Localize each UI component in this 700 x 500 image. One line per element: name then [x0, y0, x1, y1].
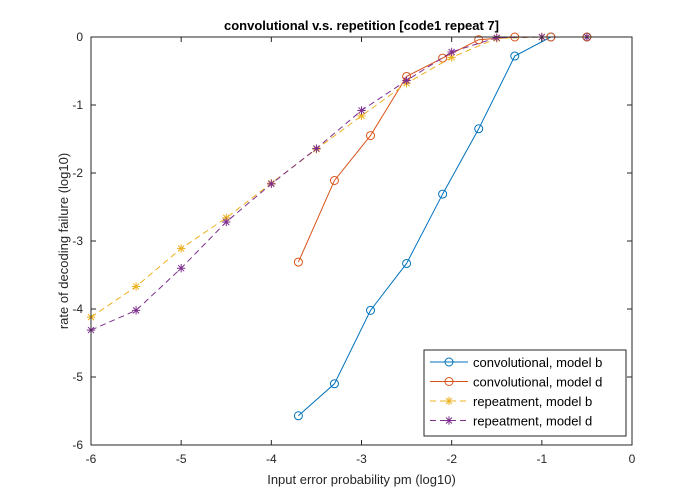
y-tick-label: -4: [72, 302, 83, 316]
data-point: [510, 51, 520, 61]
x-tick-label: -1: [536, 452, 547, 466]
legend-label: repeatment, model b: [473, 394, 592, 409]
x-tick-label: -6: [86, 452, 97, 466]
data-point: [402, 76, 411, 85]
legend-marker: [444, 416, 454, 425]
data-point: [222, 217, 231, 227]
y-tick-label: -1: [72, 98, 83, 112]
data-point: [329, 175, 339, 185]
axes-layer: -6 -5 -4 -3 -2 -1 0 -6 -5 -4 -3 -2 -1 0: [72, 30, 635, 466]
data-point: [474, 124, 484, 134]
data-point: [474, 35, 484, 45]
legend: convolutional, model b convolutional, mod…: [423, 349, 627, 437]
data-point: [402, 258, 412, 268]
legend-marker: [444, 357, 454, 367]
series-layer: [86, 32, 592, 421]
data-point: [438, 189, 448, 199]
y-tick-label: -6: [72, 438, 83, 452]
data-point: [447, 53, 456, 62]
data-point: [293, 411, 303, 421]
series-line: [298, 36, 587, 417]
x-tick-label: -5: [176, 452, 187, 466]
data-point: [267, 179, 276, 189]
data-point: [447, 47, 456, 57]
y-tick-label: -5: [72, 370, 83, 384]
data-point: [176, 244, 186, 253]
chart-title: convolutional v.s. repetition [code1 rep…: [224, 18, 499, 33]
series-line: [90, 36, 587, 318]
y-tick-label: 0: [76, 30, 83, 44]
data-point: [366, 131, 376, 141]
data-point: [366, 305, 376, 315]
x-tick-label: -4: [266, 452, 277, 466]
series-line: [90, 36, 587, 331]
x-tick-label: 0: [629, 452, 636, 466]
x-axis-label: Input error probability pm (log10): [267, 472, 456, 487]
x-tick-label: -3: [356, 452, 367, 466]
legend-label: repeatment, model d: [473, 414, 592, 429]
legend-marker: [444, 396, 454, 406]
legend-label: convolutional, model b: [473, 355, 602, 370]
data-point: [176, 264, 186, 273]
data-point: [131, 282, 141, 291]
legend-box: [423, 349, 627, 437]
data-point: [357, 106, 366, 115]
data-point: [293, 257, 303, 267]
data-point: [312, 144, 321, 153]
data-point: [357, 111, 366, 121]
data-point: [131, 306, 141, 315]
y-tick-label: -3: [72, 234, 83, 248]
x-tick-label: -2: [446, 452, 457, 466]
y-tick-label: -2: [72, 166, 83, 180]
legend-marker: [444, 377, 454, 386]
data-point: [492, 33, 501, 42]
y-axis-label: rate of decoding failure (log10): [56, 153, 71, 329]
data-point: [329, 379, 339, 389]
legend-label: convolutional, model d: [473, 375, 602, 390]
